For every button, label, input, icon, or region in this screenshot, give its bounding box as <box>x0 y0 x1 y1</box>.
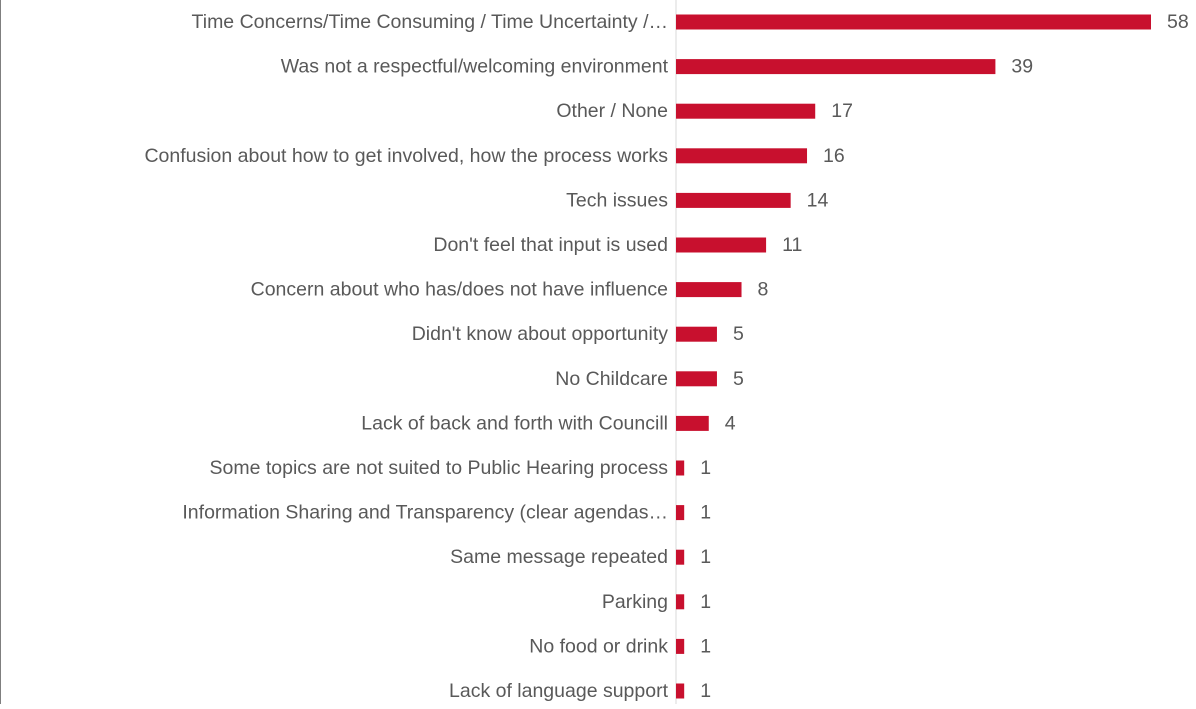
category-label: No Childcare <box>555 368 668 390</box>
value-label: 16 <box>823 145 845 167</box>
bar <box>676 505 685 521</box>
value-label: 11 <box>782 234 802 256</box>
category-label: Lack of language support <box>449 680 669 702</box>
bar <box>676 415 709 431</box>
bar <box>676 237 767 253</box>
value-label: 5 <box>733 323 744 345</box>
category-label: Other / None <box>556 100 668 122</box>
bar <box>676 549 685 565</box>
bar <box>676 282 742 298</box>
bar <box>676 683 685 699</box>
value-label: 4 <box>725 412 736 434</box>
bar <box>676 59 996 75</box>
value-label: 17 <box>831 100 853 122</box>
value-label: 1 <box>700 591 711 613</box>
category-label: No food or drink <box>529 635 668 657</box>
bar <box>676 148 808 164</box>
bar <box>676 14 1151 30</box>
value-label: 1 <box>700 502 711 524</box>
category-label: Time Concerns/Time Consuming / Time Unce… <box>192 11 668 33</box>
value-label: 58 <box>1167 11 1189 33</box>
value-label: 39 <box>1011 56 1033 78</box>
category-label: Parking <box>602 591 668 613</box>
category-label: Information Sharing and Transparency (cl… <box>182 502 668 524</box>
bar <box>676 103 816 119</box>
bar <box>676 192 791 208</box>
value-label: 1 <box>700 635 711 657</box>
bar <box>676 594 685 610</box>
category-label: Don't feel that input is used <box>433 234 668 256</box>
value-label: 1 <box>700 680 711 702</box>
category-label: Was not a respectful/welcoming environme… <box>281 56 669 78</box>
bar <box>676 460 685 476</box>
value-label: 1 <box>700 546 711 568</box>
category-label: Tech issues <box>566 189 668 211</box>
bar <box>676 638 685 654</box>
bar <box>676 326 717 342</box>
value-label: 1 <box>700 457 711 479</box>
category-label: Concern about who has/does not have infl… <box>251 279 668 301</box>
category-label: Same message repeated <box>450 546 668 568</box>
value-label: 5 <box>733 368 744 390</box>
category-label: Some topics are not suited to Public Hea… <box>210 457 669 479</box>
category-label: Confusion about how to get involved, how… <box>144 145 668 167</box>
value-label: 14 <box>807 189 829 211</box>
bar <box>676 371 717 387</box>
category-label: Lack of back and forth with Councill <box>361 412 668 434</box>
category-label: Didn't know about opportunity <box>412 323 669 345</box>
value-label: 8 <box>758 279 769 301</box>
